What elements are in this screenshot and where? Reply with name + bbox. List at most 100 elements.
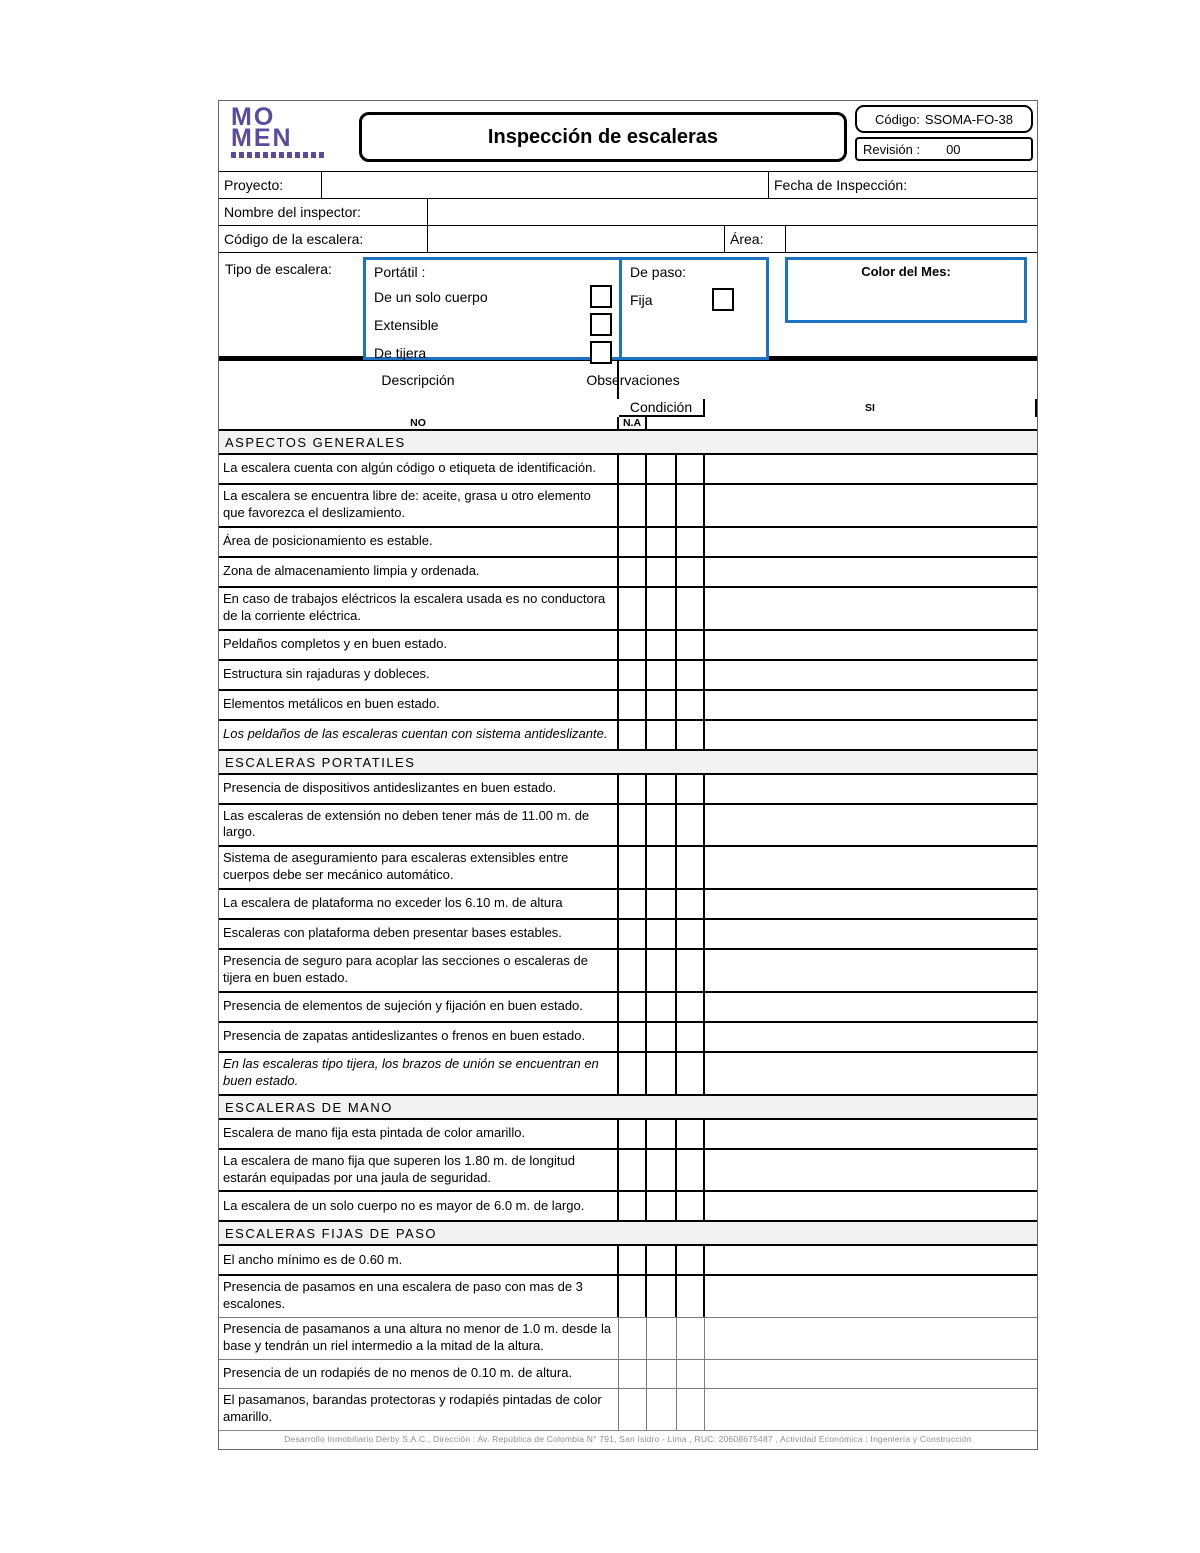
condition-no-cell[interactable] bbox=[647, 485, 677, 526]
condition-si-cell[interactable] bbox=[619, 1318, 647, 1360]
condition-si-cell[interactable] bbox=[619, 890, 647, 919]
condition-no-cell[interactable] bbox=[647, 690, 677, 719]
observation-cell[interactable] bbox=[705, 890, 1037, 918]
condition-no-cell[interactable] bbox=[647, 1360, 677, 1389]
condition-si-cell[interactable] bbox=[619, 1119, 647, 1148]
condition-na-cell[interactable] bbox=[677, 557, 705, 586]
condition-no-cell[interactable] bbox=[647, 720, 677, 749]
condition-si-cell[interactable] bbox=[619, 1389, 647, 1430]
condition-na-cell[interactable] bbox=[677, 455, 705, 483]
condition-na-cell[interactable] bbox=[677, 690, 705, 719]
condition-no-cell[interactable] bbox=[647, 992, 677, 1021]
condition-si-cell[interactable] bbox=[619, 1276, 647, 1318]
condition-na-cell[interactable] bbox=[677, 804, 705, 846]
condition-no-cell[interactable] bbox=[647, 1318, 677, 1360]
condition-na-cell[interactable] bbox=[677, 1276, 705, 1318]
condition-na-cell[interactable] bbox=[677, 1246, 705, 1275]
condition-si-cell[interactable] bbox=[619, 1360, 647, 1389]
condition-si-cell[interactable] bbox=[619, 992, 647, 1021]
observation-cell[interactable] bbox=[705, 1120, 1037, 1148]
condition-na-cell[interactable] bbox=[677, 660, 705, 689]
condition-no-cell[interactable] bbox=[647, 804, 677, 846]
condition-si-cell[interactable] bbox=[619, 950, 647, 991]
ladder-code-input[interactable] bbox=[428, 226, 725, 252]
observation-cell[interactable] bbox=[705, 1360, 1037, 1388]
condition-si-cell[interactable] bbox=[619, 1246, 647, 1275]
fixed-checkbox[interactable] bbox=[712, 288, 734, 311]
inspector-input[interactable] bbox=[428, 199, 1037, 225]
observation-cell[interactable] bbox=[705, 1246, 1037, 1274]
area-input[interactable] bbox=[786, 226, 1037, 252]
condition-no-cell[interactable] bbox=[647, 920, 677, 949]
observation-cell[interactable] bbox=[705, 485, 1037, 526]
condition-na-cell[interactable] bbox=[677, 1119, 705, 1148]
project-input[interactable] bbox=[322, 172, 768, 198]
condition-si-cell[interactable] bbox=[619, 1052, 647, 1094]
condition-na-cell[interactable] bbox=[677, 1022, 705, 1051]
condition-na-cell[interactable] bbox=[677, 587, 705, 629]
condition-no-cell[interactable] bbox=[647, 660, 677, 689]
observation-cell[interactable] bbox=[705, 920, 1037, 948]
condition-no-cell[interactable] bbox=[647, 847, 677, 889]
condition-si-cell[interactable] bbox=[619, 804, 647, 846]
condition-na-cell[interactable] bbox=[677, 720, 705, 749]
condition-no-cell[interactable] bbox=[647, 455, 677, 483]
condition-na-cell[interactable] bbox=[677, 1389, 705, 1430]
condition-na-cell[interactable] bbox=[677, 527, 705, 556]
condition-na-cell[interactable] bbox=[677, 1360, 705, 1389]
condition-no-cell[interactable] bbox=[647, 1022, 677, 1051]
condition-si-cell[interactable] bbox=[619, 630, 647, 659]
condition-no-cell[interactable] bbox=[647, 774, 677, 803]
observation-cell[interactable] bbox=[705, 455, 1037, 483]
condition-na-cell[interactable] bbox=[677, 1318, 705, 1360]
condition-no-cell[interactable] bbox=[647, 950, 677, 991]
observation-cell[interactable] bbox=[705, 1389, 1037, 1430]
condition-si-cell[interactable] bbox=[619, 660, 647, 689]
condition-no-cell[interactable] bbox=[647, 1389, 677, 1430]
condition-na-cell[interactable] bbox=[677, 774, 705, 803]
condition-no-cell[interactable] bbox=[647, 890, 677, 919]
condition-na-cell[interactable] bbox=[677, 847, 705, 889]
inspection-date-field[interactable]: Fecha de Inspección: bbox=[768, 172, 1037, 198]
condition-no-cell[interactable] bbox=[647, 587, 677, 629]
condition-no-cell[interactable] bbox=[647, 1246, 677, 1275]
condition-si-cell[interactable] bbox=[619, 1022, 647, 1051]
condition-si-cell[interactable] bbox=[619, 690, 647, 719]
condition-si-cell[interactable] bbox=[619, 847, 647, 889]
condition-si-cell[interactable] bbox=[619, 485, 647, 526]
observation-cell[interactable] bbox=[705, 775, 1037, 803]
observation-cell[interactable] bbox=[705, 950, 1037, 991]
condition-si-cell[interactable] bbox=[619, 557, 647, 586]
observation-cell[interactable] bbox=[705, 993, 1037, 1021]
stepladder-checkbox[interactable] bbox=[590, 341, 612, 364]
observation-cell[interactable] bbox=[705, 1318, 1037, 1359]
condition-si-cell[interactable] bbox=[619, 1149, 647, 1191]
condition-na-cell[interactable] bbox=[677, 1149, 705, 1191]
observation-cell[interactable] bbox=[705, 1192, 1037, 1220]
condition-na-cell[interactable] bbox=[677, 485, 705, 526]
condition-si-cell[interactable] bbox=[619, 527, 647, 556]
condition-si-cell[interactable] bbox=[619, 920, 647, 949]
observation-cell[interactable] bbox=[705, 661, 1037, 689]
condition-no-cell[interactable] bbox=[647, 1149, 677, 1191]
condition-no-cell[interactable] bbox=[647, 1192, 677, 1221]
observation-cell[interactable] bbox=[705, 1023, 1037, 1051]
condition-na-cell[interactable] bbox=[677, 630, 705, 659]
condition-na-cell[interactable] bbox=[677, 920, 705, 949]
condition-na-cell[interactable] bbox=[677, 992, 705, 1021]
observation-cell[interactable] bbox=[705, 588, 1037, 629]
condition-na-cell[interactable] bbox=[677, 950, 705, 991]
observation-cell[interactable] bbox=[705, 805, 1037, 846]
condition-no-cell[interactable] bbox=[647, 1276, 677, 1318]
condition-no-cell[interactable] bbox=[647, 1052, 677, 1094]
observation-cell[interactable] bbox=[705, 721, 1037, 749]
condition-na-cell[interactable] bbox=[677, 890, 705, 919]
observation-cell[interactable] bbox=[705, 847, 1037, 888]
observation-cell[interactable] bbox=[705, 691, 1037, 719]
observation-cell[interactable] bbox=[705, 558, 1037, 586]
condition-no-cell[interactable] bbox=[647, 527, 677, 556]
extensible-checkbox[interactable] bbox=[590, 313, 612, 336]
condition-si-cell[interactable] bbox=[619, 720, 647, 749]
condition-no-cell[interactable] bbox=[647, 630, 677, 659]
condition-si-cell[interactable] bbox=[619, 1192, 647, 1221]
